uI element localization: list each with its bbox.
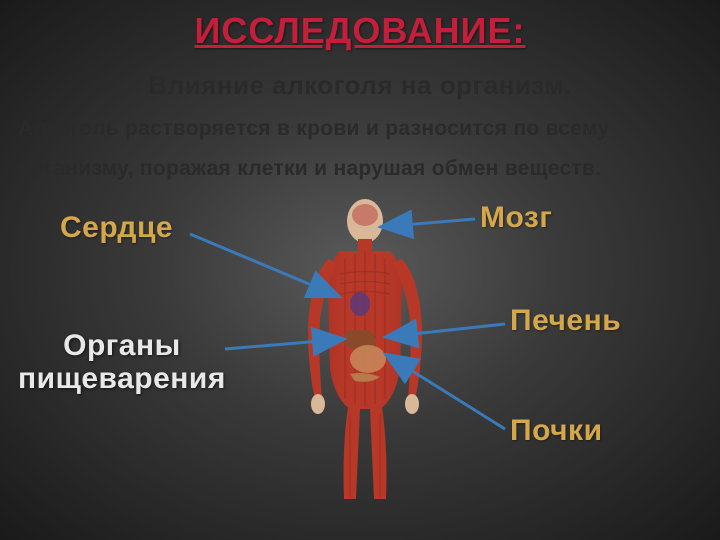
label-digestion-line1: Органы [18, 329, 226, 362]
label-kidneys: Почки [510, 414, 603, 448]
anatomy-figure [300, 199, 430, 509]
label-digestion-line2: пищеварения [18, 362, 226, 395]
page-title: ИССЛЕДОВАНИЕ: [0, 0, 720, 52]
label-heart: Сердце [60, 211, 173, 245]
label-digestion: Органы пищеварения [18, 329, 226, 395]
description-text: Алкоголь растворяется в крови и разносит… [0, 101, 720, 189]
diagram-area: Сердце Органы пищеварения Мозг Печень По… [0, 189, 720, 519]
label-liver: Печень [510, 304, 621, 338]
label-brain: Мозг [480, 201, 552, 235]
page-subtitle: Влияние алкоголя на организм. [0, 70, 720, 101]
